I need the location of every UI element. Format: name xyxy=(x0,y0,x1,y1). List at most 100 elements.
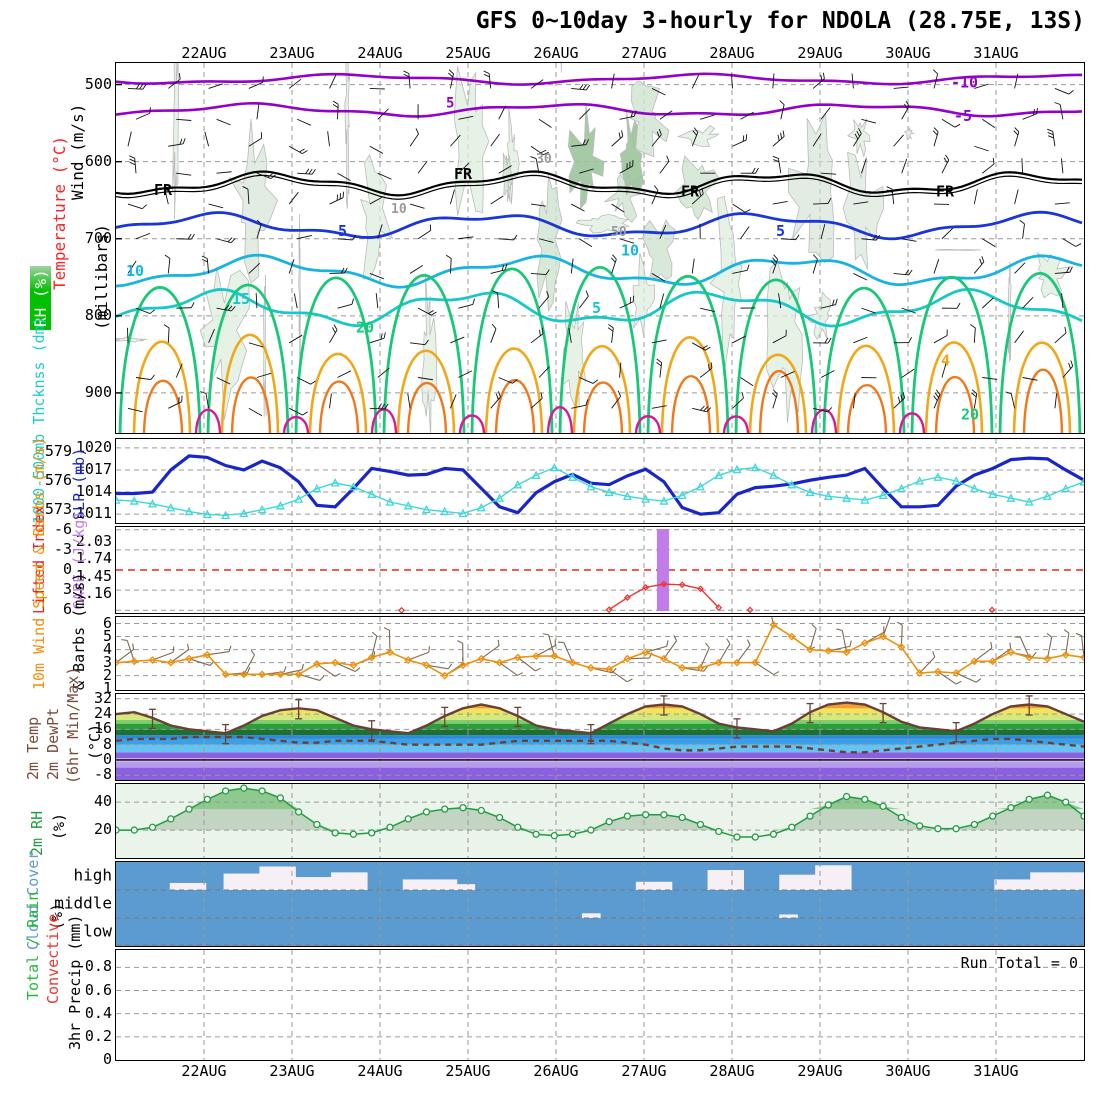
axis-tick-label: 500 xyxy=(84,74,112,93)
panel-precip[interactable]: Run Total = 0 xyxy=(115,949,1085,1061)
bottom-date-tick: 30AUG xyxy=(885,1062,931,1080)
axis-tick-label: 579 xyxy=(44,442,72,461)
cloud-row-label-low: low xyxy=(83,921,112,941)
axis-tick-label: 2.03 xyxy=(75,531,112,550)
axis-title: Total / Rain xyxy=(24,891,42,1000)
axis-tick-label: 1.74 xyxy=(75,549,112,568)
axis-tick-label: 576 xyxy=(44,471,72,489)
axis-tick-label: 1.45 xyxy=(75,566,112,585)
axis-tick-label: 6 xyxy=(102,613,112,632)
svg-text:10: 10 xyxy=(126,262,144,280)
svg-text:4: 4 xyxy=(941,352,950,370)
svg-text:20: 20 xyxy=(356,318,374,336)
svg-text:FR: FR xyxy=(154,181,173,199)
panel-upper-air[interactable]: -10 -5 5 FR FR FR FR 5 5 10 10 15 5 20 20 4 30 10 50 xyxy=(115,62,1085,434)
svg-text:5: 5 xyxy=(338,222,347,240)
axis-title: (millibars) xyxy=(92,224,111,330)
axis-tick-label: 4 xyxy=(102,639,112,658)
svg-text:-10: -10 xyxy=(951,73,978,91)
axis-tick-label: 24 xyxy=(93,704,112,723)
svg-text:15: 15 xyxy=(232,290,250,308)
bottom-date-tick: 22AUG xyxy=(181,1062,227,1080)
axis-title: Wind (m/s) xyxy=(68,103,87,200)
bottom-date-tick: 31AUG xyxy=(973,1062,1019,1080)
axis-tick-label: 1 xyxy=(102,678,112,697)
bottom-date-tick: 26AUG xyxy=(533,1062,579,1080)
bottom-date-tick: 28AUG xyxy=(709,1062,755,1080)
svg-text:20: 20 xyxy=(961,406,979,424)
axis-title: SLP (mb) xyxy=(70,447,88,520)
axis-tick-label: 0 xyxy=(102,749,112,768)
axis-title: 2m RH xyxy=(28,810,46,856)
svg-text:10: 10 xyxy=(621,241,639,259)
axis-tick-label: 3 xyxy=(62,580,72,599)
page-title: GFS 0~10day 3-hourly for NDOLA (28.75E, … xyxy=(475,8,1085,34)
axis-tick-label: -6 xyxy=(53,519,72,538)
axis-tick-label: -3 xyxy=(53,539,72,558)
run-total-annotation: Run Total = 0 xyxy=(960,954,1078,972)
top-date-tick: 26AUG xyxy=(533,44,579,62)
top-date-tick: 25AUG xyxy=(445,44,491,62)
svg-text:50: 50 xyxy=(611,225,627,240)
axis-title: 2m DewPt xyxy=(44,707,62,780)
top-date-tick: 30AUG xyxy=(885,44,931,62)
axis-tick-label: 600 xyxy=(84,151,112,170)
svg-text:5: 5 xyxy=(592,299,601,317)
bottom-date-tick: 25AUG xyxy=(445,1062,491,1080)
bottom-date-tick: 27AUG xyxy=(621,1062,667,1080)
axis-tick-label: 1014 xyxy=(75,482,112,501)
axis-tick-label: 40 xyxy=(93,792,112,811)
axis-title: Temperature (°C) xyxy=(50,135,69,290)
svg-text:FR: FR xyxy=(454,165,473,183)
top-date-tick: 23AUG xyxy=(269,44,315,62)
axis-tick-label: 0.4 xyxy=(84,1003,112,1022)
axis-tick-label: 573 xyxy=(44,499,72,518)
panel-cape-li[interactable] xyxy=(115,526,1085,614)
axis-tick-label: 0.2 xyxy=(84,1026,112,1045)
panel-rh2m[interactable] xyxy=(115,783,1085,859)
axis-tick-label: 1020 xyxy=(75,437,112,456)
svg-text:FR: FR xyxy=(681,183,700,201)
axis-tick-label: 3 xyxy=(102,652,112,671)
axis-tick-label: 0 xyxy=(62,560,72,578)
top-date-tick: 27AUG xyxy=(621,44,667,62)
svg-text:30: 30 xyxy=(536,152,552,167)
panel-temp-dewpoint[interactable] xyxy=(115,693,1085,781)
axis-title: (6hr Min/Max) xyxy=(64,666,82,784)
top-date-tick: 28AUG xyxy=(709,44,755,62)
axis-title: 2m Temp xyxy=(24,716,42,780)
axis-tick-label: 5 xyxy=(102,626,112,645)
axis-title: 3hr Precip (mm) xyxy=(66,914,84,1050)
top-date-tick: 22AUG xyxy=(181,44,227,62)
axis-tick-label: 20 xyxy=(93,820,112,839)
bottom-date-tick: 29AUG xyxy=(797,1062,843,1080)
axis-title: Convective xyxy=(44,913,62,1004)
svg-text:5: 5 xyxy=(776,222,785,240)
axis-title: (%) xyxy=(50,812,68,840)
axis-tick-label: 700 xyxy=(84,228,112,247)
top-date-tick: 31AUG xyxy=(973,44,1019,62)
panel-cloud-cover[interactable] xyxy=(115,861,1085,947)
axis-tick-label: 32 xyxy=(93,688,112,707)
axis-tick-label: 0.8 xyxy=(84,957,112,976)
axis-tick-label: 0 xyxy=(102,1050,112,1068)
axis-title: 10m Wind Speed & Barbs (m/s) xyxy=(30,437,48,690)
panel-slp-thickness[interactable] xyxy=(115,438,1085,524)
axis-tick-label: 2 xyxy=(102,665,112,684)
panel-wind10m[interactable] xyxy=(115,616,1085,691)
axis-tick-label: 16 xyxy=(93,719,112,738)
svg-text:-5: -5 xyxy=(954,107,972,125)
bottom-date-tick: 23AUG xyxy=(269,1062,315,1080)
svg-text:FR: FR xyxy=(936,183,955,201)
top-date-tick: 24AUG xyxy=(357,44,403,62)
top-date-tick: 29AUG xyxy=(797,44,843,62)
axis-title: (°C) xyxy=(86,723,104,760)
cloud-row-label-middle: middle xyxy=(54,893,112,913)
axis-tick-label: 6 xyxy=(62,600,72,619)
axis-tick-label: 8 xyxy=(102,734,112,753)
axis-tick-label: 1.16 xyxy=(75,584,112,603)
cloud-row-label-high: high xyxy=(73,865,112,885)
axis-tick-label: 1017 xyxy=(75,459,112,478)
axis-tick-label: 1011 xyxy=(75,504,112,523)
svg-text:5: 5 xyxy=(446,95,454,111)
